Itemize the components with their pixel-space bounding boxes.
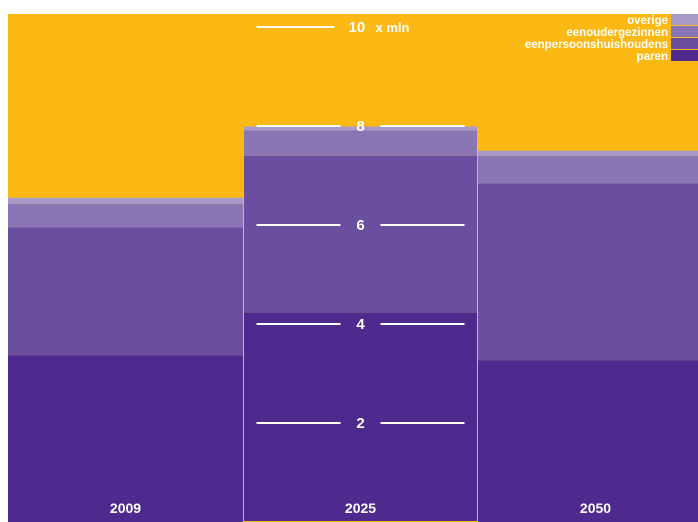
category-label-2009: 2009	[110, 500, 141, 516]
tick-label-2: 2	[356, 415, 364, 432]
tick-label-8: 8	[356, 118, 364, 135]
legend-label-eenpersoonshuishoudens: eenpersoonshuishoudens	[525, 39, 668, 51]
legend-swatch-eenpersoonshuishoudens	[671, 38, 698, 49]
tick-label-10: 10	[349, 19, 366, 36]
category-label-2050: 2050	[580, 500, 611, 516]
legend-swatch-overige	[671, 14, 698, 25]
legend-swatch-paren	[671, 50, 698, 61]
bar-2009-paren	[8, 355, 243, 522]
bar-2009-overige	[8, 197, 243, 204]
bar-2050-overige	[478, 150, 698, 156]
legend-label-eenoudergezinnen: eenoudergezinnen	[566, 27, 668, 39]
legend-swatch-eenoudergezinnen	[671, 26, 698, 37]
legend: overigeeenoudergezinneneenpersoonshuisho…	[525, 14, 698, 63]
tick-label-6: 6	[356, 217, 364, 234]
bar-2050-eenoudergezinnen	[478, 155, 698, 184]
bar-2025-eenpersoonshuishoudens	[243, 155, 478, 313]
bar-2025-paren	[243, 312, 478, 522]
tick-layer: 2 4 6 8 10 x mln	[256, 19, 465, 432]
axis-unit-label: x mln	[376, 20, 410, 35]
bar-2009-eenoudergezinnen	[8, 203, 243, 228]
bar-2050-eenpersoonshuishoudens	[478, 183, 698, 361]
legend-label-overige: overige	[627, 15, 668, 27]
bar-2009-eenpersoonshuishoudens	[8, 227, 243, 356]
bar-2050-paren	[478, 360, 698, 522]
legend-label-paren: paren	[637, 51, 668, 63]
category-labels: 2009 2025 2050	[110, 500, 611, 516]
tick-label-4: 4	[356, 316, 365, 333]
bars-layer	[8, 125, 698, 522]
bar-2025-eenoudergezinnen	[243, 130, 478, 156]
category-label-2025: 2025	[345, 500, 376, 516]
bar-2025-overige	[243, 125, 478, 131]
